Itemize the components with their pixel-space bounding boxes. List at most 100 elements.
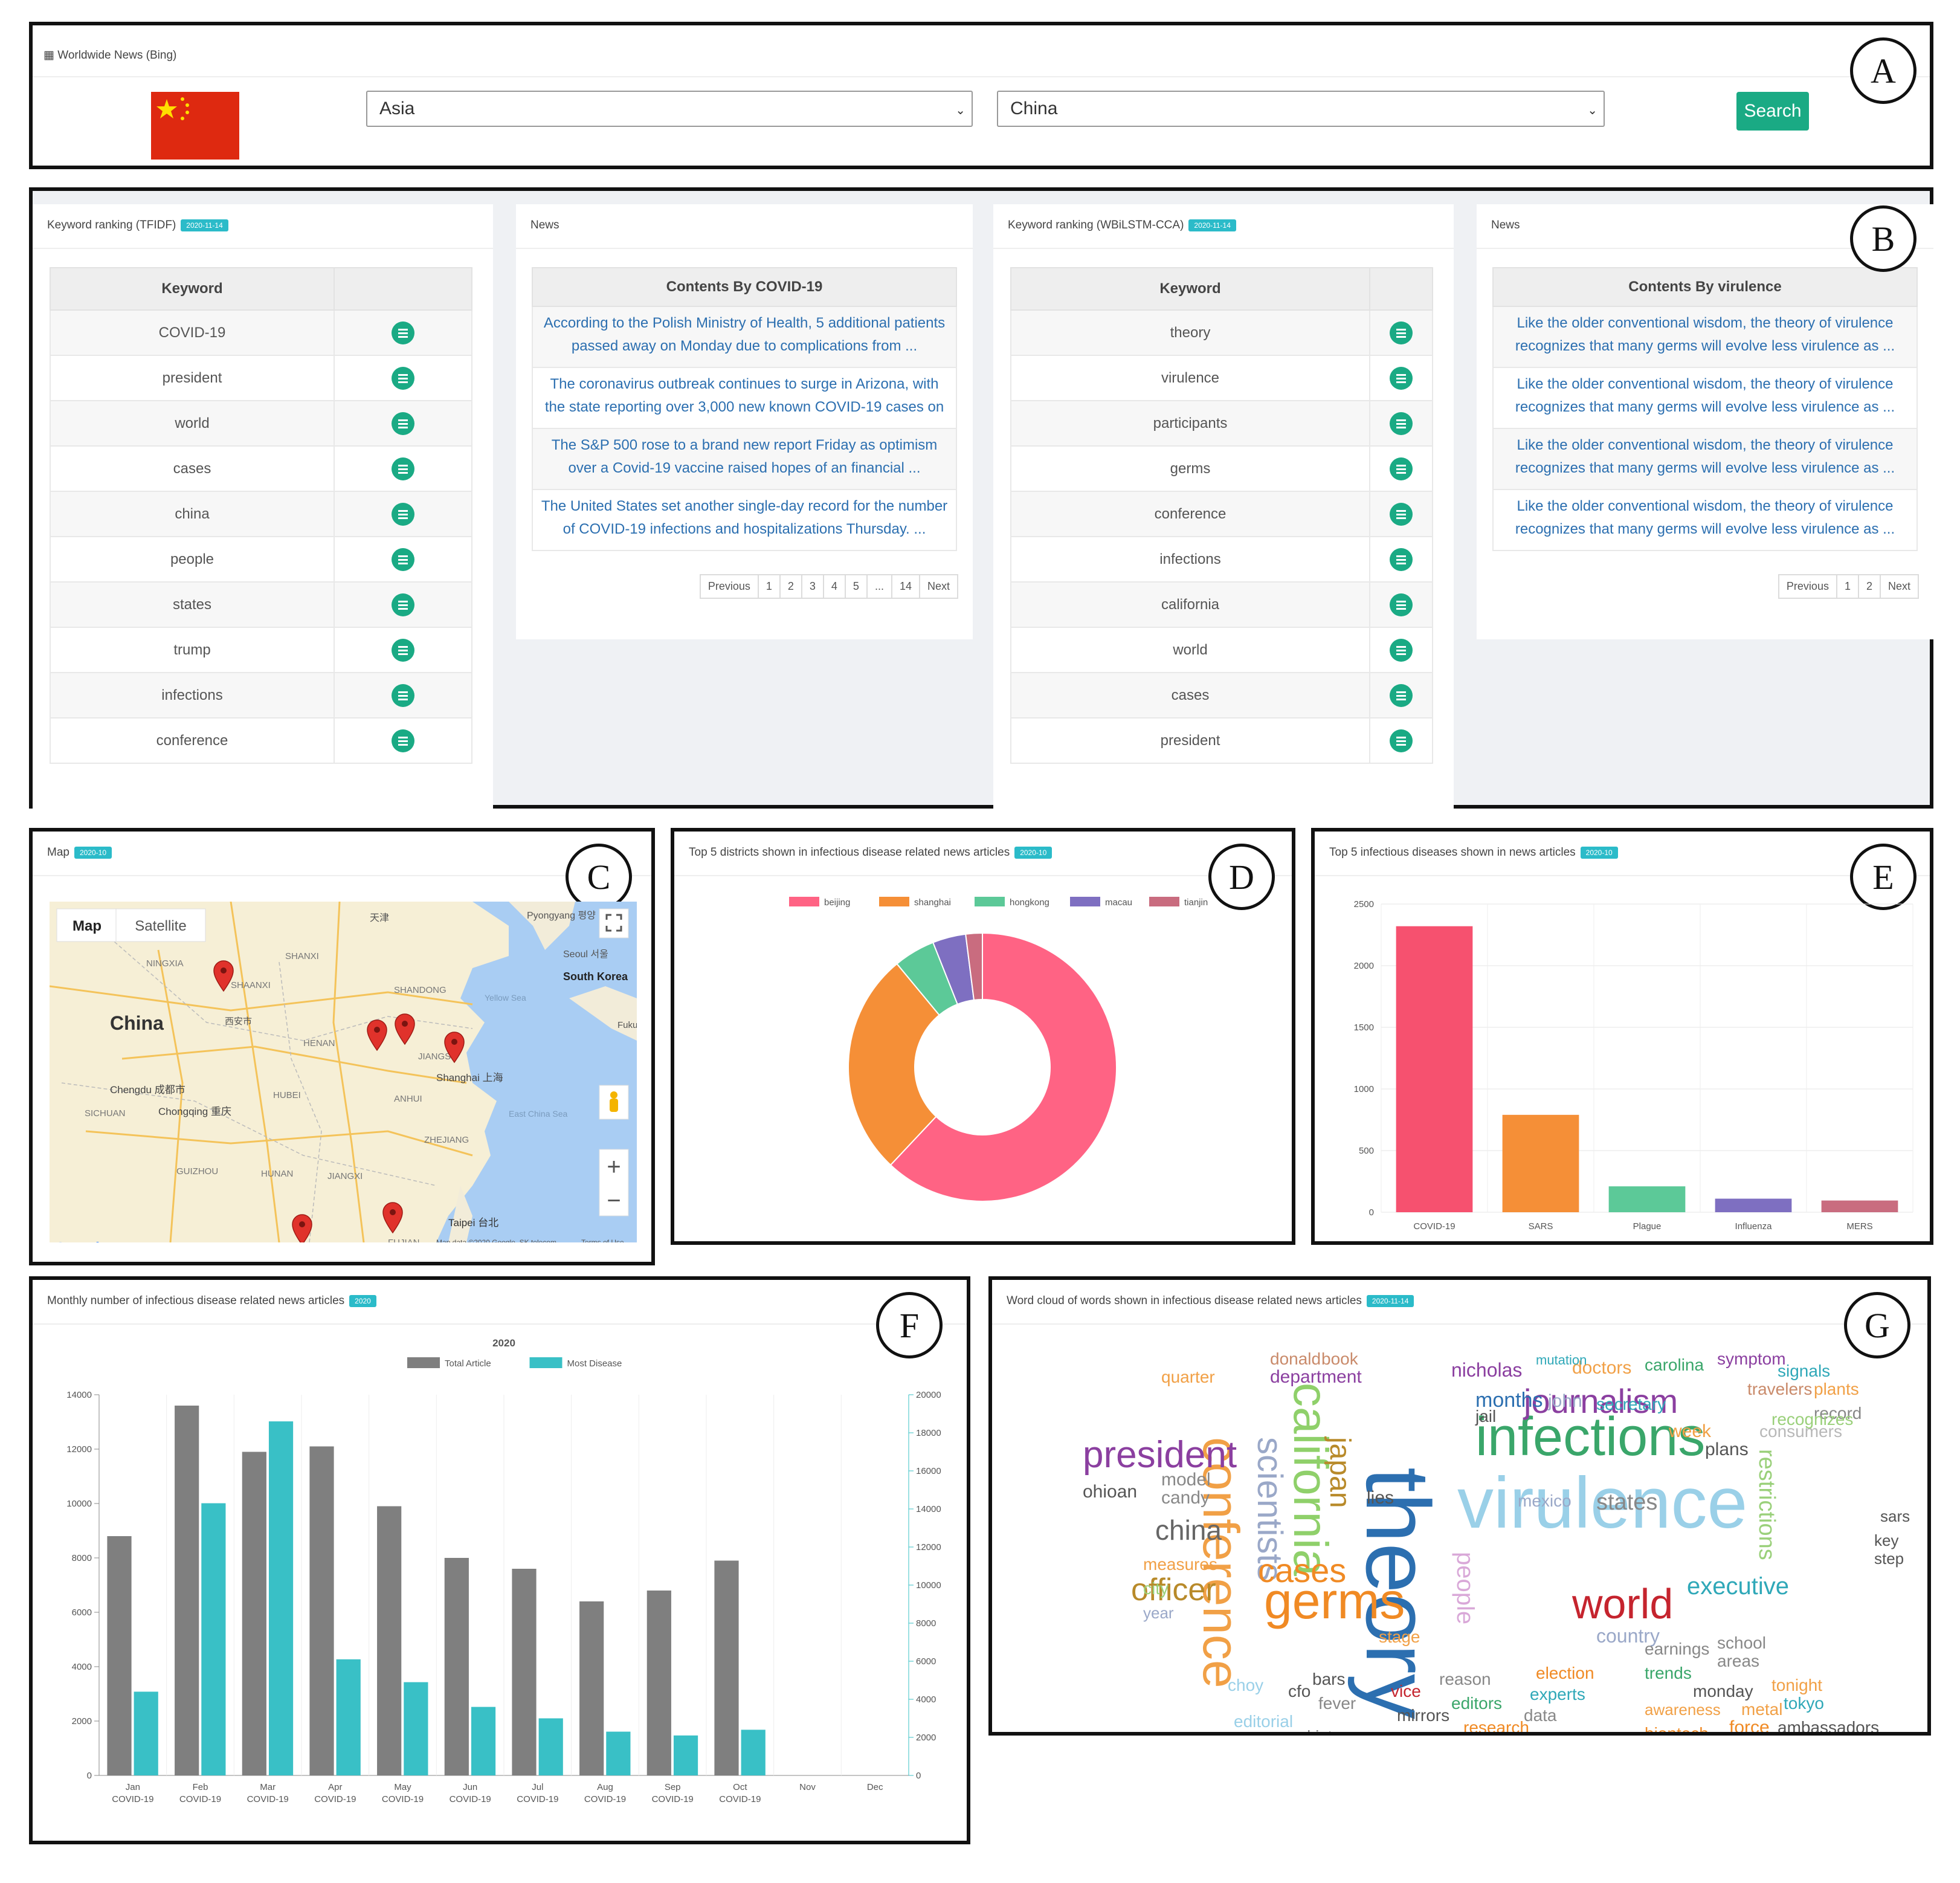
bar[interactable]: [1396, 926, 1473, 1212]
pager-next[interactable]: Next: [1879, 574, 1919, 599]
bar-most-disease[interactable]: [201, 1503, 226, 1775]
bar-most-disease[interactable]: [471, 1707, 496, 1775]
list-icon-button[interactable]: [392, 638, 414, 662]
bar-total-article[interactable]: [444, 1558, 469, 1775]
map-view[interactable]: Map Satellite + − Pyongyang 평양 天津 Seoul 서울…: [50, 902, 637, 1242]
list-icon-button[interactable]: [1390, 366, 1413, 390]
map-pin-icon[interactable]: [395, 1013, 415, 1045]
search-button[interactable]: Search: [1736, 92, 1809, 131]
zoom-in-button[interactable]: +: [607, 1154, 621, 1180]
bar-most-disease[interactable]: [134, 1691, 158, 1775]
region-select[interactable]: Asia ⌄: [366, 91, 973, 127]
x-tick-label: Dec: [867, 1782, 883, 1792]
bar-total-article[interactable]: [377, 1506, 402, 1776]
bar-total-article[interactable]: [512, 1569, 537, 1775]
bar[interactable]: [1715, 1198, 1792, 1212]
map-pin-icon[interactable]: [367, 1019, 387, 1051]
list-icon-button[interactable]: [1390, 502, 1413, 526]
pager-page[interactable]: 14: [891, 574, 920, 599]
bar-most-disease[interactable]: [673, 1735, 698, 1775]
news-item-link[interactable]: According to the Polish Ministry of Heal…: [532, 307, 957, 368]
pager-page[interactable]: 3: [801, 574, 824, 599]
bar-total-article[interactable]: [107, 1536, 132, 1775]
panel-divider: [33, 248, 493, 249]
list-icon-button[interactable]: [392, 412, 414, 435]
bar-total-article[interactable]: [309, 1446, 334, 1776]
list-icon-button[interactable]: [392, 321, 414, 344]
list-icon-button[interactable]: [1390, 547, 1413, 571]
list-icon-button[interactable]: [392, 683, 414, 707]
news-item-link[interactable]: Like the older conventional wisdom, the …: [1492, 307, 1918, 368]
list-icon-button[interactable]: [1390, 321, 1413, 344]
bar-total-article[interactable]: [714, 1560, 739, 1776]
pager-page[interactable]: 1: [757, 574, 781, 599]
map-place-label: Shanghai 上海: [436, 1072, 503, 1084]
news-title: News: [530, 219, 559, 231]
bar-total-article[interactable]: [579, 1601, 604, 1775]
list-icon-button[interactable]: [392, 593, 414, 616]
pager-previous[interactable]: Previous: [1778, 574, 1837, 599]
bar-most-disease[interactable]: [606, 1731, 631, 1775]
bar-most-disease[interactable]: [268, 1421, 294, 1775]
map-tab-button[interactable]: Map: [73, 918, 102, 934]
pager-previous[interactable]: Previous: [699, 574, 759, 599]
word-cloud-word: nicholas: [1451, 1359, 1522, 1381]
country-select[interactable]: China ⌄: [997, 91, 1605, 127]
map-pin-icon[interactable]: [444, 1032, 465, 1064]
list-icon-button[interactable]: [392, 729, 414, 752]
list-icon-button[interactable]: [392, 457, 414, 480]
section-c: Map 2020-10 C Map Satellite +: [29, 828, 655, 1265]
news-item-link[interactable]: The coronavirus outbreak continues to su…: [532, 368, 957, 429]
pager-page[interactable]: 1: [1836, 574, 1859, 599]
chevron-down-icon: ⌄: [955, 104, 965, 117]
fullscreen-button[interactable]: [599, 908, 629, 938]
bar[interactable]: [1821, 1200, 1898, 1212]
map-pin-icon[interactable]: [213, 960, 234, 992]
satellite-tab-button[interactable]: Satellite: [135, 918, 186, 934]
word-cloud-word: areas: [1717, 1652, 1759, 1670]
list-icon-button[interactable]: [1390, 593, 1413, 616]
news-item-link[interactable]: The S&P 500 rose to a brand new report F…: [532, 429, 957, 490]
pager-page[interactable]: 2: [1857, 574, 1881, 599]
donut-slice[interactable]: [889, 932, 1117, 1202]
map-pin-icon[interactable]: [382, 1202, 403, 1234]
map-place-label: SICHUAN: [85, 1108, 126, 1119]
news-item-link[interactable]: Like the older conventional wisdom, the …: [1492, 429, 1918, 490]
news-item-link[interactable]: Like the older conventional wisdom, the …: [1492, 490, 1918, 551]
news-item-link[interactable]: The United States set another single-day…: [532, 490, 957, 551]
donut-slice[interactable]: [848, 963, 941, 1166]
table-row: cases: [1010, 672, 1433, 719]
list-icon-button[interactable]: [1390, 683, 1413, 707]
pager-next[interactable]: Next: [918, 574, 958, 599]
list-icon-button[interactable]: [1390, 729, 1413, 752]
bar-most-disease[interactable]: [404, 1682, 428, 1775]
bar-most-disease[interactable]: [741, 1730, 766, 1775]
list-icon-button[interactable]: [392, 366, 414, 390]
word-cloud-word: donald: [1270, 1349, 1321, 1368]
news-item-link[interactable]: Like the older conventional wisdom, the …: [1492, 368, 1918, 429]
word-cloud-word: tokyo: [1784, 1694, 1824, 1713]
y-right-tick-label: 18000: [916, 1428, 941, 1438]
table-row: president: [1010, 717, 1433, 764]
donut-slice[interactable]: [965, 932, 983, 1001]
bar[interactable]: [1502, 1114, 1579, 1212]
x-tick-label: Jun: [463, 1782, 477, 1792]
bar-total-article[interactable]: [175, 1406, 199, 1775]
bar[interactable]: [1608, 1186, 1686, 1212]
word-cloud-word: bank: [1225, 1730, 1262, 1732]
pager-page[interactable]: 2: [779, 574, 802, 599]
bar-most-disease[interactable]: [336, 1659, 361, 1775]
list-icon-button[interactable]: [1390, 457, 1413, 480]
bar-most-disease[interactable]: [538, 1718, 563, 1776]
pager-page[interactable]: 4: [822, 574, 846, 599]
zoom-out-button[interactable]: −: [607, 1187, 621, 1214]
map-pin-icon[interactable]: [292, 1214, 312, 1242]
pager-page[interactable]: 5: [844, 574, 868, 599]
keyword-column-header: Keyword: [1010, 267, 1370, 311]
bar-total-article[interactable]: [242, 1452, 266, 1776]
list-icon-button[interactable]: [1390, 412, 1413, 435]
bar-total-article[interactable]: [646, 1591, 671, 1775]
list-icon-button[interactable]: [392, 547, 414, 571]
list-icon-button[interactable]: [1390, 638, 1413, 662]
list-icon-button[interactable]: [392, 502, 414, 526]
